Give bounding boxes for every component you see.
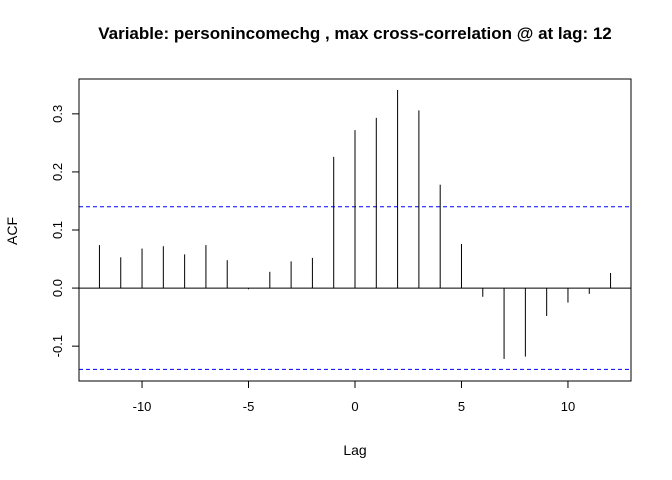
x-axis-label: Lag bbox=[343, 442, 366, 458]
x-tick-label: -10 bbox=[133, 399, 152, 414]
y-tick-label: 0.3 bbox=[50, 105, 65, 123]
x-tick-label: -5 bbox=[243, 399, 255, 414]
y-tick-label: 0.1 bbox=[50, 221, 65, 239]
chart-title: Variable: personincomechg , max cross-co… bbox=[98, 24, 612, 43]
y-axis: -0.1 0.0 0.1 0.2 0.3 bbox=[50, 105, 80, 357]
x-axis: -10 -5 0 5 10 bbox=[133, 380, 575, 414]
y-tick-label: 0.0 bbox=[50, 279, 65, 297]
y-axis-label: ACF bbox=[4, 217, 20, 245]
acf-spikes bbox=[98, 90, 612, 359]
y-tick-label: -0.1 bbox=[50, 335, 65, 357]
x-tick-label: 5 bbox=[458, 399, 465, 414]
x-tick-label: 10 bbox=[561, 399, 575, 414]
x-tick-label: 0 bbox=[351, 399, 358, 414]
y-tick-label: 0.2 bbox=[50, 163, 65, 181]
